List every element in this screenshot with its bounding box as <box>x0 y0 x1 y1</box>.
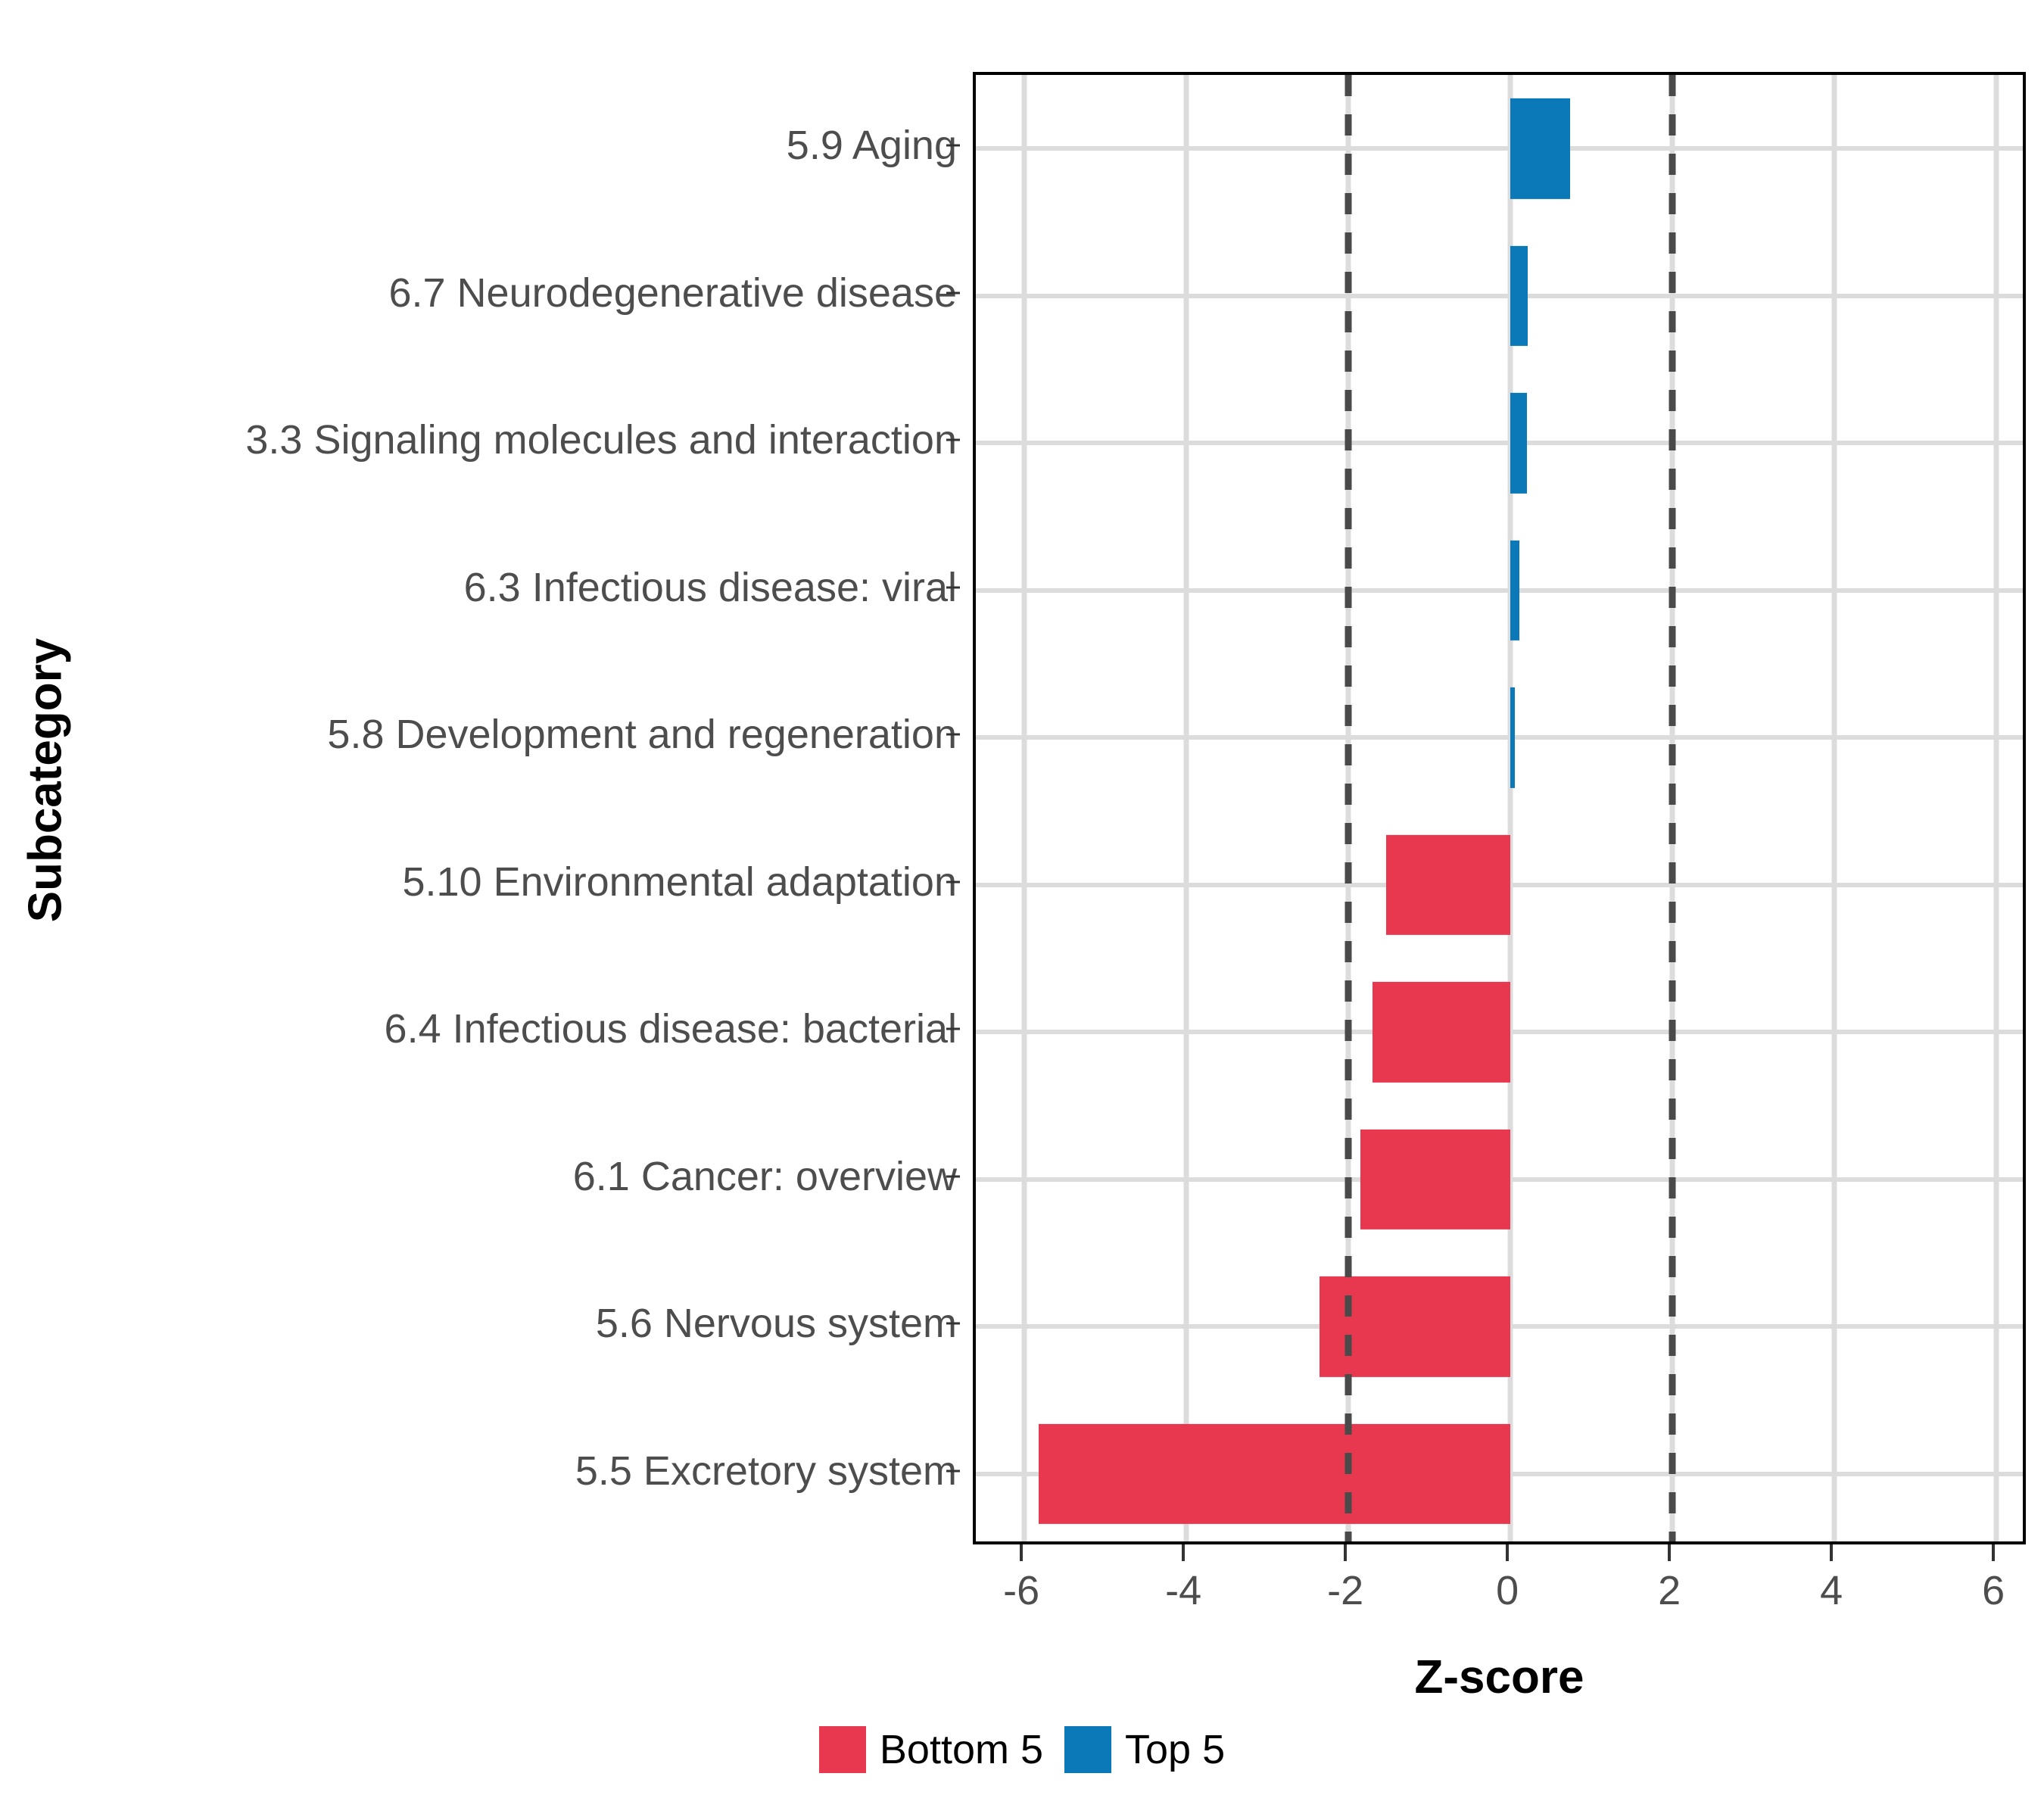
y-gridline <box>976 146 2023 151</box>
y-gridline <box>976 441 2023 446</box>
bar[interactable] <box>1510 98 1571 199</box>
x-tick-label: -4 <box>1165 1568 1202 1613</box>
bar[interactable] <box>1386 834 1511 935</box>
x-gridline <box>1021 75 1027 1541</box>
y-tick-mark <box>946 1027 960 1030</box>
x-gridline <box>1183 75 1189 1541</box>
reference-line <box>1669 75 1676 1541</box>
y-tick-mark <box>946 291 960 295</box>
x-gridline <box>1831 75 1837 1541</box>
y-tick-mark <box>946 880 960 884</box>
y-axis-title: Subcategory <box>0 0 91 1560</box>
y-tick-label: 5.5 Excretory system <box>575 1448 957 1494</box>
x-axis: -6 -4 -2 0 2 4 6 <box>973 1544 2026 1681</box>
y-axis-title-text: Subcategory <box>19 637 72 922</box>
x-tick-label: 6 <box>1982 1568 2005 1613</box>
y-tick-mark <box>946 1322 960 1325</box>
legend-item[interactable]: Bottom 5 <box>818 1726 1043 1773</box>
bar[interactable] <box>1510 245 1528 346</box>
y-tick-mark <box>946 1175 960 1178</box>
legend-swatch <box>1064 1726 1111 1773</box>
y-tick-label: 5.8 Development and regeneration <box>327 712 957 758</box>
reference-line <box>1344 75 1352 1541</box>
y-tick-mark <box>946 144 960 147</box>
x-tick-mark <box>1668 1544 1672 1561</box>
y-tick-mark <box>946 438 960 441</box>
y-tick-mark <box>946 733 960 736</box>
bar[interactable] <box>1510 687 1515 788</box>
y-tick-label: 5.10 Environmental adaptation <box>402 859 957 905</box>
x-axis-title: Z-score <box>1414 1651 1584 1703</box>
y-gridline <box>976 587 2023 593</box>
y-tick-mark <box>946 1469 960 1473</box>
bar[interactable] <box>1510 393 1527 494</box>
bar[interactable] <box>1510 540 1519 640</box>
y-tick-mark <box>946 586 960 589</box>
x-gridline <box>1507 75 1513 1541</box>
legend: Bottom 5 Top 5 <box>0 1726 2044 1773</box>
y-tick-label: 6.4 Infectious disease: bacterial <box>384 1006 957 1052</box>
legend-label: Bottom 5 <box>879 1727 1043 1772</box>
bar[interactable] <box>1360 1129 1511 1230</box>
x-tick-label: 2 <box>1658 1568 1681 1613</box>
x-tick-mark <box>1830 1544 1834 1561</box>
y-tick-label: 6.7 Neurodegenerative disease <box>388 270 957 316</box>
y-tick-label: 5.6 Nervous system <box>595 1301 957 1347</box>
x-tick-label: 0 <box>1496 1568 1519 1613</box>
y-tick-label: 6.3 Infectious disease: viral <box>463 564 957 610</box>
x-tick-mark <box>1506 1544 1510 1561</box>
legend-swatch <box>818 1726 866 1773</box>
legend-label: Top 5 <box>1125 1727 1226 1772</box>
x-tick-mark <box>1020 1544 1024 1561</box>
x-tick-label: -2 <box>1327 1568 1364 1613</box>
y-gridline <box>976 735 2023 740</box>
x-gridline <box>1993 75 1999 1541</box>
plot-panel <box>973 72 2026 1544</box>
x-tick-label: -6 <box>1003 1568 1040 1613</box>
y-tick-label: 5.9 Aging <box>786 123 957 169</box>
x-tick-label: 4 <box>1820 1568 1843 1613</box>
x-tick-mark <box>1344 1544 1348 1561</box>
bar[interactable] <box>1373 982 1511 1083</box>
x-tick-mark <box>1182 1544 1186 1561</box>
y-tick-label: 3.3 Signaling molecules and interaction <box>245 417 957 463</box>
bar[interactable] <box>1039 1423 1511 1524</box>
y-gridline <box>976 293 2023 298</box>
legend-item[interactable]: Top 5 <box>1064 1726 1225 1773</box>
y-axis-tick-labels: 5.9 Aging 6.7 Neurodegenerative disease 3.… <box>91 72 960 1544</box>
x-tick-mark <box>1992 1544 1996 1561</box>
y-tick-label: 6.1 Cancer: overview <box>572 1153 957 1199</box>
